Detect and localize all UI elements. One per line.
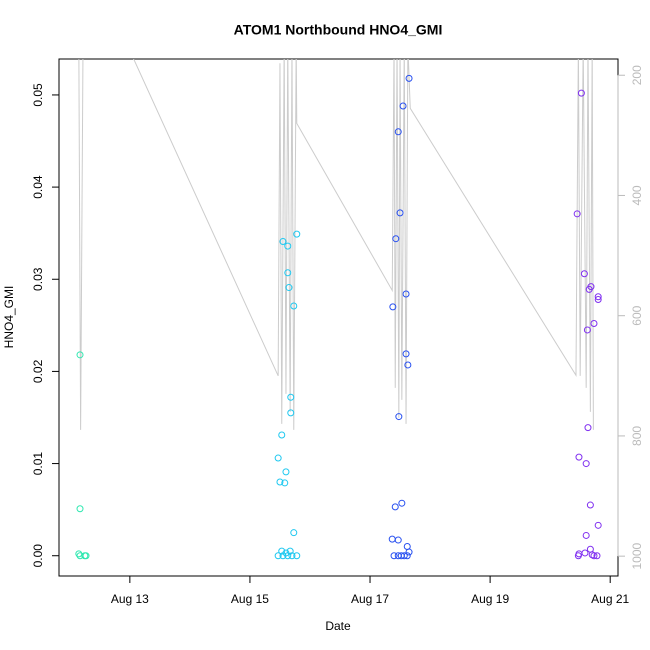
data-point — [593, 552, 601, 560]
chart-title: ATOM1 Northbound HNO4_GMI — [234, 22, 443, 38]
data-point — [388, 535, 396, 543]
data-point — [396, 209, 404, 217]
y2-tick-label: 200 — [630, 65, 644, 85]
data-point — [594, 296, 602, 304]
y-tick-label: 0.03 — [31, 267, 45, 291]
data-point — [274, 454, 282, 462]
data-point — [400, 552, 408, 560]
pressure-line — [78, 59, 594, 430]
data-point — [586, 501, 594, 509]
data-point — [276, 478, 284, 486]
plot-area — [75, 59, 602, 560]
data-point — [288, 552, 296, 560]
y2-tick-label: 800 — [630, 426, 644, 446]
data-point — [594, 293, 602, 301]
y-tick-label: 0.00 — [31, 544, 45, 568]
data-point — [390, 552, 398, 560]
data-point — [287, 409, 295, 417]
data-point — [75, 550, 83, 558]
y2-tick-label: 1000 — [630, 542, 644, 569]
x-tick-label: Aug 15 — [231, 592, 269, 606]
data-point — [282, 549, 290, 557]
data-point — [282, 468, 290, 476]
data-point — [281, 479, 289, 487]
data-point — [389, 303, 397, 311]
data-point — [290, 529, 298, 537]
data-point — [278, 431, 286, 439]
data-point — [581, 549, 589, 557]
data-point — [287, 393, 295, 401]
data-point — [587, 283, 595, 291]
y2-tick-label: 600 — [630, 305, 644, 325]
data-point — [574, 552, 582, 560]
data-point — [278, 547, 286, 555]
data-point — [293, 552, 301, 560]
data-point — [290, 302, 298, 310]
plot-frame — [58, 58, 619, 577]
y-tick-label: 0.01 — [31, 452, 45, 476]
y-tick-label: 0.04 — [31, 175, 45, 199]
data-point — [590, 552, 598, 560]
data-point — [394, 128, 402, 136]
data-point — [399, 102, 407, 110]
data-point — [284, 269, 292, 277]
data-point — [594, 521, 602, 529]
data-point — [405, 74, 413, 82]
x-tick-label: Aug 21 — [591, 592, 629, 606]
data-point — [285, 284, 293, 292]
data-point — [274, 552, 282, 560]
data-point — [582, 460, 590, 468]
data-point — [590, 319, 598, 327]
data-point — [395, 413, 403, 421]
y-axis-label: HNO4_GMI — [2, 286, 16, 349]
x-axis-label: Date — [325, 619, 351, 633]
y-tick-label: 0.02 — [31, 359, 45, 383]
data-point — [402, 290, 410, 298]
x-tick-label: Aug 17 — [351, 592, 389, 606]
data-point — [284, 242, 292, 250]
data-point — [405, 548, 413, 556]
data-point — [580, 270, 588, 278]
x-tick-label: Aug 13 — [111, 592, 149, 606]
y2-tick-label: 400 — [630, 185, 644, 205]
y-tick-label: 0.05 — [31, 83, 45, 107]
data-point — [403, 552, 411, 560]
data-point — [582, 531, 590, 539]
data-point — [398, 499, 406, 507]
data-point — [402, 350, 410, 358]
data-point — [392, 235, 400, 243]
data-point — [584, 424, 592, 432]
data-point — [577, 89, 585, 97]
data-point — [293, 230, 301, 238]
data-point — [391, 503, 399, 511]
data-point — [575, 453, 583, 461]
data-point — [583, 326, 591, 334]
data-point — [573, 210, 581, 218]
data-point — [82, 552, 90, 560]
data-point — [279, 237, 287, 245]
x-tick-label: Aug 19 — [471, 592, 509, 606]
data-point — [76, 351, 84, 359]
data-point — [76, 505, 84, 513]
data-point — [394, 536, 402, 544]
data-point — [404, 361, 412, 369]
